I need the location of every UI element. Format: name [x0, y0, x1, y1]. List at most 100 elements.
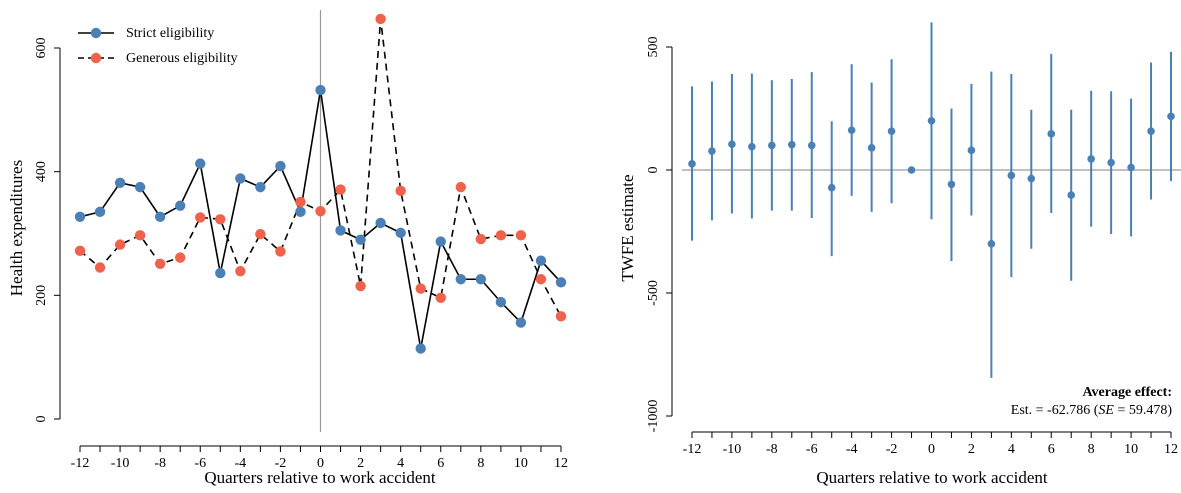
x-tick-label: -2: [275, 456, 287, 471]
series-1-point: [355, 280, 366, 292]
estimate-point: [1147, 127, 1155, 135]
series-0-point: [215, 267, 226, 279]
series-0-point: [475, 274, 487, 285]
series-1-point: [114, 239, 126, 250]
x-tick-label: 8: [1088, 442, 1095, 457]
series-1-point: [275, 246, 286, 257]
left-chart-health-expenditures: 0 200 400 600 Health expenditures -12 -10 -8 -6 -…: [7, 10, 568, 487]
estimate-point: [1107, 158, 1115, 167]
y-axis-label: Health expenditures: [7, 160, 26, 296]
series-1-point: [455, 181, 466, 193]
series-0-point: [295, 206, 306, 218]
x-tick-label: -12: [71, 456, 90, 471]
estimate-point: [867, 144, 876, 152]
series-1-point: [255, 228, 266, 240]
series-1-point: [215, 214, 226, 225]
x-tick-label: 0: [317, 456, 324, 471]
series-0-point: [515, 317, 527, 328]
y-tick-label: 400: [34, 161, 49, 182]
y-tick-label: 200: [34, 285, 49, 306]
estimate-point: [887, 127, 896, 135]
x-tick-label: 2: [357, 456, 364, 471]
x-tick-label: 4: [397, 456, 404, 471]
series-1-point: [235, 266, 246, 277]
legend: Strict eligibility Generous eligibility: [78, 26, 238, 66]
legend-marker-1: [90, 52, 102, 64]
series-1-point: [375, 13, 386, 25]
x-tick-label: 10: [1124, 442, 1138, 457]
annotation-title: Average effect:: [1082, 385, 1172, 400]
series-1-point: [94, 262, 106, 273]
estimate-point: [708, 147, 716, 155]
y-axis-label: TWFE estimate: [618, 174, 637, 281]
series-1-point: [295, 196, 306, 208]
estimate-point: [787, 140, 796, 149]
x-tick-label: -10: [723, 442, 742, 457]
series-0-point: [134, 181, 146, 193]
estimate-point: [927, 117, 936, 125]
series-1-point: [515, 230, 527, 241]
annotation-prefix: Est. = -62.786 (: [1011, 403, 1099, 418]
series-0-point: [555, 277, 567, 288]
y-tick-label: 0: [646, 167, 661, 174]
average-effect-annotation: Average effect: Est. = -62.786 (SE = 59.4…: [1011, 385, 1173, 418]
annotation-suffix: = 59.478): [1114, 403, 1172, 418]
series-1-point: [74, 245, 86, 257]
estimate-point: [1067, 191, 1076, 199]
series-0-point: [375, 217, 386, 229]
series-1-point: [435, 292, 446, 304]
series-1-point: [535, 274, 547, 285]
x-tick-label: -10: [111, 456, 130, 471]
legend-marker-0: [90, 27, 102, 39]
series-1-point: [175, 252, 186, 263]
series-0-point: [74, 211, 86, 223]
series-1-point: [495, 230, 507, 241]
estimate-point: [748, 142, 756, 151]
x-axis-label: Quarters relative to work accident: [816, 468, 1048, 487]
x-tick-label: -6: [194, 456, 206, 471]
estimate-point: [947, 180, 956, 189]
estimate-point: [688, 160, 696, 168]
series-0-point: [435, 236, 446, 247]
x-tick-label: -4: [234, 456, 246, 471]
series-1-point: [415, 283, 426, 294]
x-tick-label: -4: [846, 442, 858, 457]
x-tick-label: 4: [1008, 442, 1015, 457]
series-0-point: [195, 158, 206, 169]
series-1-point: [154, 258, 166, 269]
x-tick-label: -8: [154, 456, 166, 471]
estimate-point: [967, 146, 976, 155]
estimate-point: [1047, 130, 1056, 138]
estimate-point: [1027, 174, 1036, 183]
series-0-point: [175, 200, 186, 211]
x-tick-label: -6: [806, 442, 818, 457]
y-tick-label: 600: [34, 38, 49, 59]
series-0-point: [315, 84, 326, 96]
estimate-point: [1087, 155, 1095, 163]
series-0-point: [235, 173, 246, 184]
y-tick-label: 500: [646, 37, 661, 58]
series-0-point: [114, 177, 126, 188]
series-1-point: [195, 212, 206, 223]
series-1-point: [395, 185, 406, 197]
x-tick-label: 2: [968, 442, 975, 457]
series-0-point: [275, 160, 286, 172]
estimate-point: [827, 183, 836, 192]
x-tick-label: 10: [514, 456, 528, 471]
series-1-point: [134, 230, 146, 241]
estimate-point: [1167, 112, 1175, 121]
x-tick-label: -12: [683, 442, 702, 457]
y-tick-label: -500: [646, 280, 661, 306]
series-0-point: [535, 255, 547, 266]
x-axis-label: Quarters relative to work accident: [204, 468, 436, 487]
x-tick-label: 6: [437, 456, 444, 471]
estimate-point: [907, 166, 916, 174]
series-0-point: [495, 296, 507, 308]
series-0-point: [395, 227, 406, 239]
x-tick-label: 12: [1164, 442, 1178, 457]
y-tick-label: -1000: [646, 400, 661, 433]
series-0-point: [415, 343, 426, 354]
y-tick-label: 0: [34, 416, 49, 423]
series-0-point: [355, 234, 366, 245]
x-tick-label: 8: [477, 456, 484, 471]
